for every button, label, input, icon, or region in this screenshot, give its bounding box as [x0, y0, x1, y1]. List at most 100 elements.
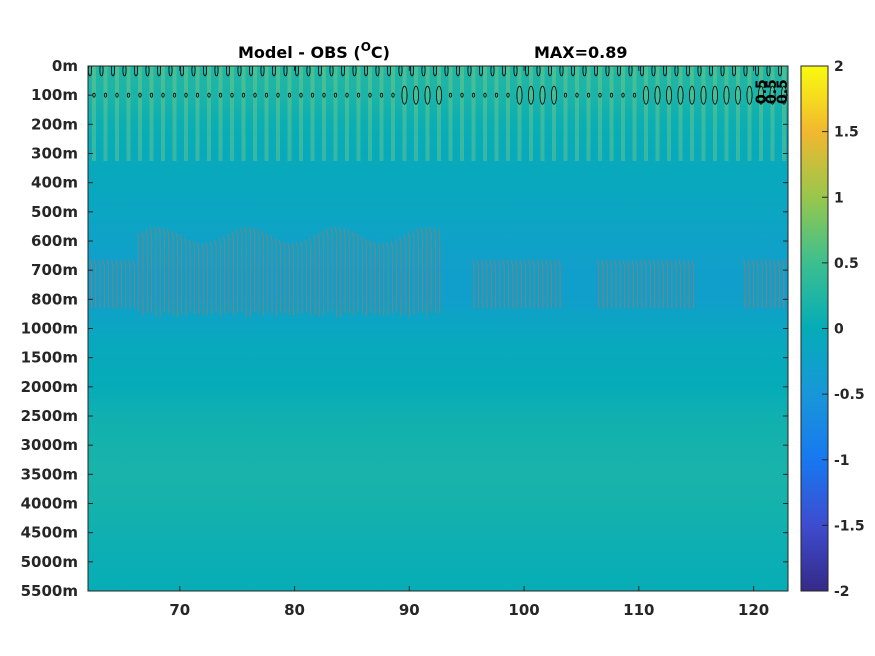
contour-line	[769, 85, 776, 105]
surface-stripe	[759, 66, 763, 161]
contour-line	[456, 66, 460, 77]
contour-line	[115, 260, 118, 309]
contour-line	[283, 241, 286, 314]
contour-line	[99, 66, 104, 77]
surface-stripe	[448, 66, 453, 161]
contour-line	[98, 260, 101, 309]
contour-line	[253, 92, 257, 98]
contour-line	[287, 92, 292, 98]
contour-line	[559, 66, 564, 77]
y-tick-label: 0m	[52, 57, 78, 75]
contour-line	[317, 232, 320, 318]
surface-stripe	[322, 66, 326, 161]
contour-line	[539, 85, 546, 105]
contour-line	[222, 235, 226, 314]
contour-line	[248, 227, 251, 318]
contour-line	[758, 85, 765, 105]
contour-line	[394, 239, 398, 312]
contour-line	[614, 260, 617, 309]
contour-line	[218, 92, 223, 98]
surface-stripe	[678, 66, 683, 161]
contour-line	[136, 233, 140, 312]
contour-line	[601, 260, 604, 309]
contour-line	[732, 66, 736, 77]
contour-line	[166, 229, 170, 314]
contour-line	[523, 260, 527, 309]
surface-stripe	[115, 66, 119, 161]
contour-line	[635, 260, 638, 309]
colorbar-tick-label: -0.5	[834, 387, 865, 403]
contour-line	[510, 260, 514, 309]
contour-line	[594, 66, 598, 77]
contour-line	[778, 66, 782, 77]
contour-line	[375, 66, 380, 77]
contour-labels: 0.50.50.5	[754, 79, 791, 104]
surface-stripe	[161, 66, 165, 161]
contour-line	[670, 260, 673, 309]
contour-line	[260, 66, 265, 77]
contour-line	[272, 66, 276, 77]
surface-stripe	[598, 66, 602, 161]
contour-line	[651, 66, 656, 77]
contour-line	[329, 66, 334, 77]
contour-line	[322, 92, 326, 98]
contour-line	[622, 260, 626, 309]
contour-line	[134, 66, 138, 77]
contour-label: 0.5	[754, 79, 770, 104]
y-tick-label: 100m	[31, 86, 78, 104]
surface-stripe	[391, 66, 395, 161]
surface-stripe	[207, 66, 211, 161]
contour-line	[192, 241, 196, 314]
chart-title: Model - OBS (OC)	[238, 40, 390, 62]
contour-line	[179, 235, 183, 314]
surface-stripe	[483, 66, 487, 161]
contour-line	[334, 227, 337, 318]
contour-line	[249, 66, 253, 77]
contour-line	[214, 240, 217, 313]
contour-line	[751, 260, 755, 309]
contour-line	[773, 260, 776, 309]
contour-line	[541, 260, 544, 309]
surface-stripe	[195, 66, 200, 161]
y-tick-label: 200m	[31, 115, 78, 133]
contour-line	[391, 92, 395, 98]
y-tick-label: 1500m	[21, 349, 78, 367]
surface-stripe	[621, 66, 625, 161]
surface-stripe	[218, 66, 223, 161]
y-tick-label: 1000m	[21, 320, 78, 338]
contour-line	[516, 85, 523, 105]
contour-line	[162, 227, 165, 312]
contour-line	[444, 66, 449, 77]
contour-line	[598, 92, 602, 98]
contour-line	[768, 260, 772, 309]
contour-line	[691, 260, 694, 309]
surface-stripe	[494, 66, 499, 161]
surface-stripe	[356, 66, 361, 161]
y-tick-label: 500m	[31, 203, 78, 221]
contour-line	[448, 92, 453, 98]
contour-line	[123, 260, 127, 309]
surface-stripe	[264, 66, 269, 161]
colorbar-tick-label: 2	[834, 59, 844, 75]
surface-stripe	[310, 66, 315, 161]
contour-label: 0.5	[764, 79, 780, 104]
contour-line	[161, 92, 165, 98]
surface-stripe	[299, 66, 303, 161]
surface-stripe	[437, 66, 441, 161]
contour-line	[605, 260, 608, 309]
contour-line	[227, 233, 230, 312]
contour-line	[747, 260, 750, 309]
contour-line	[283, 66, 288, 77]
contour-line	[241, 92, 246, 98]
x-axis-ticks: 70 80 90 100 110 120	[169, 66, 769, 619]
contour-line	[420, 227, 423, 312]
surface-stripe	[425, 66, 430, 161]
contour-line	[777, 260, 780, 309]
contour-line	[356, 92, 361, 98]
contour-line	[115, 92, 119, 98]
surface-stripe	[540, 66, 545, 161]
contour-line	[755, 66, 759, 77]
x-tick-label: 110	[623, 601, 654, 619]
contour-line	[479, 66, 483, 77]
contour-line	[138, 92, 142, 98]
